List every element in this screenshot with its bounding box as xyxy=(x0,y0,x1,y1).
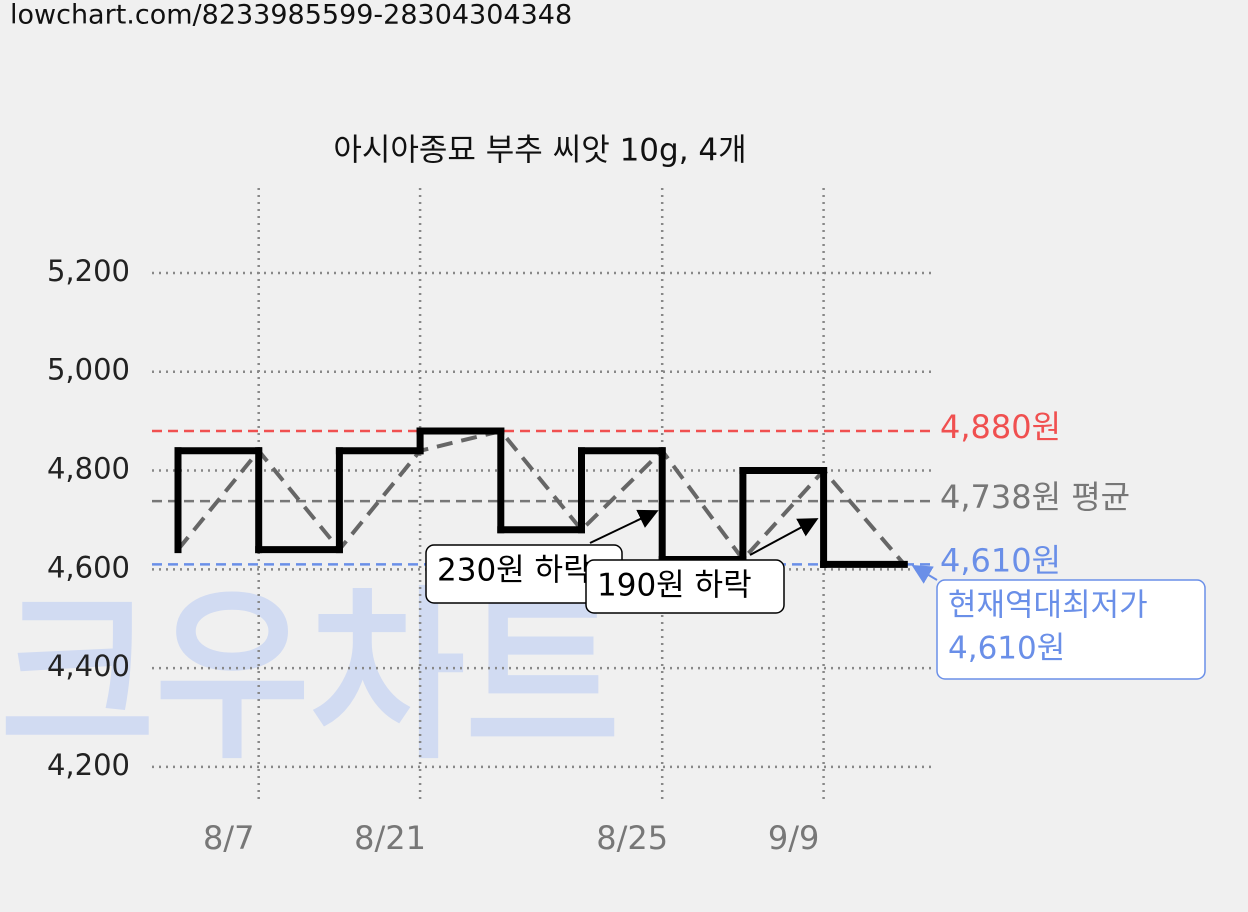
annotation-text: 현재역대최저가 xyxy=(948,588,1148,624)
trend-line xyxy=(176,428,906,566)
y-tick-label: 4,200 xyxy=(47,748,130,782)
x-tick-label: 9/9 xyxy=(768,819,820,857)
y-tick-label: 4,400 xyxy=(47,649,130,683)
annotation-box xyxy=(585,559,785,614)
annotation-arrow xyxy=(911,564,938,584)
x-tick-label: 8/21 xyxy=(354,819,426,857)
y-tick-label: 5,000 xyxy=(47,353,130,387)
y-tick-label: 4,800 xyxy=(47,452,130,486)
y-tick-label: 5,200 xyxy=(47,254,130,288)
annotation-arrow xyxy=(749,518,819,556)
reference-label: 4,610원 xyxy=(940,541,1061,579)
watermark: 크우차트 xyxy=(0,569,620,785)
reference-label: 4,738원 평균 xyxy=(940,478,1130,516)
chart-title: 아시아종묘 부추 씨앗 10g, 4개 xyxy=(333,133,746,169)
y-tick-label: 4,600 xyxy=(47,550,130,584)
x-tick-label: 8/25 xyxy=(596,819,668,857)
annotation-text: 4,610원 xyxy=(948,631,1065,667)
annotation-text: 190원 하락 xyxy=(597,568,752,604)
url: lowchart.com/8233985599-28304304348 xyxy=(10,0,572,31)
reference-label: 4,880원 xyxy=(940,408,1061,446)
annotation-text: 230원 하락 xyxy=(437,553,592,589)
x-tick-label: 8/7 xyxy=(203,819,255,857)
annotation-arrow xyxy=(589,509,659,544)
annotation-box xyxy=(936,579,1206,680)
